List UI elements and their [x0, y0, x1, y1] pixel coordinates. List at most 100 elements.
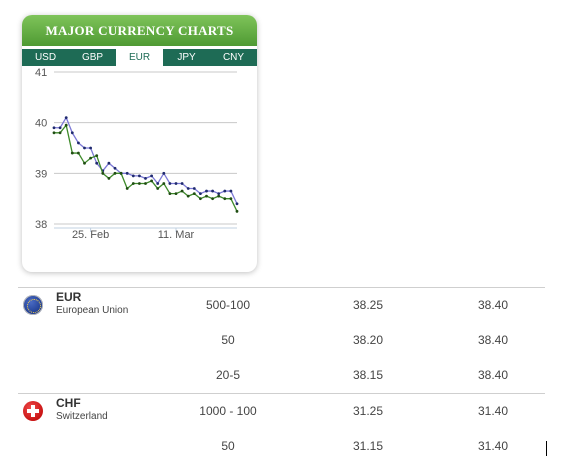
- table-row: CHF Switzerland 1000 - 100 31.25 31.40: [18, 394, 545, 429]
- data-point: [186, 194, 190, 198]
- tab-gbp[interactable]: GBP: [81, 52, 104, 63]
- data-point: [205, 189, 208, 193]
- data-point: [83, 161, 86, 165]
- buy-rate: 38.15: [352, 368, 384, 382]
- table-row: 50 31.15 31.40: [18, 429, 545, 464]
- sell-rate: 31.40: [477, 439, 509, 453]
- data-point: [150, 179, 154, 183]
- data-point: [107, 161, 111, 165]
- data-point: [168, 182, 172, 185]
- data-point: [131, 182, 135, 185]
- data-point: [113, 166, 117, 170]
- buy-rate: 38.20: [352, 333, 384, 347]
- data-point: [186, 187, 190, 190]
- data-point: [107, 177, 111, 180]
- data-point: [223, 189, 227, 193]
- currency-group-eur: EUR European Union 500-100 38.25 38.40 5…: [18, 287, 545, 393]
- data-point: [64, 123, 68, 127]
- y-tick-label: 38: [35, 219, 47, 231]
- series-line-1: [54, 123, 238, 212]
- data-point: [223, 197, 227, 201]
- data-point: [192, 192, 196, 195]
- data-point: [235, 209, 239, 213]
- y-tick-label: 39: [35, 168, 47, 180]
- table-row: 20-5 38.15 38.40: [18, 358, 545, 393]
- data-point: [229, 197, 233, 201]
- data-point: [89, 156, 92, 160]
- data-point: [144, 182, 147, 185]
- denomination-range: 20-5: [215, 368, 241, 382]
- data-point: [180, 189, 184, 193]
- denomination-range: 50: [221, 333, 235, 347]
- data-point: [64, 116, 68, 119]
- data-point: [211, 197, 215, 201]
- data-point: [89, 146, 92, 150]
- currency-code: EUR: [56, 290, 82, 304]
- tab-jpy[interactable]: JPY: [177, 52, 196, 63]
- eu-flag-icon: [23, 295, 43, 315]
- data-point: [229, 189, 233, 193]
- data-point: [162, 182, 166, 185]
- data-point: [180, 182, 184, 185]
- data-point: [70, 151, 74, 155]
- data-point: [144, 177, 147, 180]
- buy-rate: 31.25: [352, 404, 384, 418]
- widget-title: MAJOR CURRENCY CHARTS: [22, 15, 257, 46]
- sell-rate: 38.40: [477, 298, 509, 312]
- data-point: [113, 171, 117, 175]
- data-point: [192, 187, 196, 190]
- data-point: [131, 174, 135, 178]
- currency-tabs: USD GBP EUR JPY CNY: [22, 49, 257, 66]
- sell-rate: 38.40: [477, 368, 509, 382]
- denomination-range: 50: [221, 439, 235, 453]
- data-point: [174, 182, 178, 185]
- data-point: [168, 192, 172, 195]
- data-point: [199, 192, 202, 195]
- currency-group-chf: CHF Switzerland 1000 - 100 31.25 31.40 5…: [18, 393, 545, 464]
- table-row: 50 38.20 38.40: [18, 323, 545, 358]
- sell-rate: 38.40: [477, 333, 509, 347]
- data-point: [211, 189, 215, 193]
- data-point: [95, 154, 99, 157]
- buy-rate: 31.15: [352, 439, 384, 453]
- currency-chart-widget: MAJOR CURRENCY CHARTS USD GBP EUR JPY CN…: [22, 15, 257, 272]
- x-tick-label: 25. Feb: [72, 229, 109, 241]
- data-point: [83, 146, 86, 150]
- data-point: [138, 174, 141, 178]
- y-tick-label: 41: [35, 67, 47, 79]
- data-point: [205, 194, 208, 198]
- eur-rate-chart: 38 39 40 41 25. Feb 11. Mar: [35, 67, 239, 241]
- currency-code: CHF: [56, 396, 81, 410]
- data-point: [199, 197, 202, 201]
- data-point: [217, 192, 221, 195]
- swiss-flag-icon: [23, 401, 43, 421]
- table-row: EUR European Union 500-100 38.25 38.40: [18, 288, 545, 323]
- tab-eur[interactable]: EUR: [116, 49, 163, 66]
- data-point: [217, 194, 221, 198]
- data-point: [125, 187, 129, 190]
- tab-cny[interactable]: CNY: [222, 52, 245, 63]
- data-point: [156, 182, 160, 185]
- data-point: [235, 202, 239, 206]
- data-point: [58, 131, 62, 135]
- series-line-0: [54, 116, 238, 205]
- data-point: [77, 151, 80, 155]
- data-point: [70, 131, 74, 135]
- data-point: [95, 161, 99, 165]
- data-point: [150, 174, 154, 178]
- x-tick-label: 11. Mar: [158, 229, 195, 241]
- denomination-range: 500-100: [205, 298, 251, 312]
- data-point: [58, 126, 62, 130]
- currency-name: European Union: [56, 305, 129, 316]
- data-point: [174, 192, 178, 195]
- data-point: [77, 141, 80, 145]
- data-point: [52, 131, 56, 135]
- data-point: [156, 187, 160, 190]
- data-point: [101, 171, 105, 175]
- currency-name: Switzerland: [56, 411, 108, 422]
- data-point: [52, 126, 56, 130]
- tab-usd[interactable]: USD: [34, 52, 57, 63]
- data-point: [138, 182, 141, 185]
- data-point: [125, 171, 129, 175]
- data-point: [162, 171, 166, 175]
